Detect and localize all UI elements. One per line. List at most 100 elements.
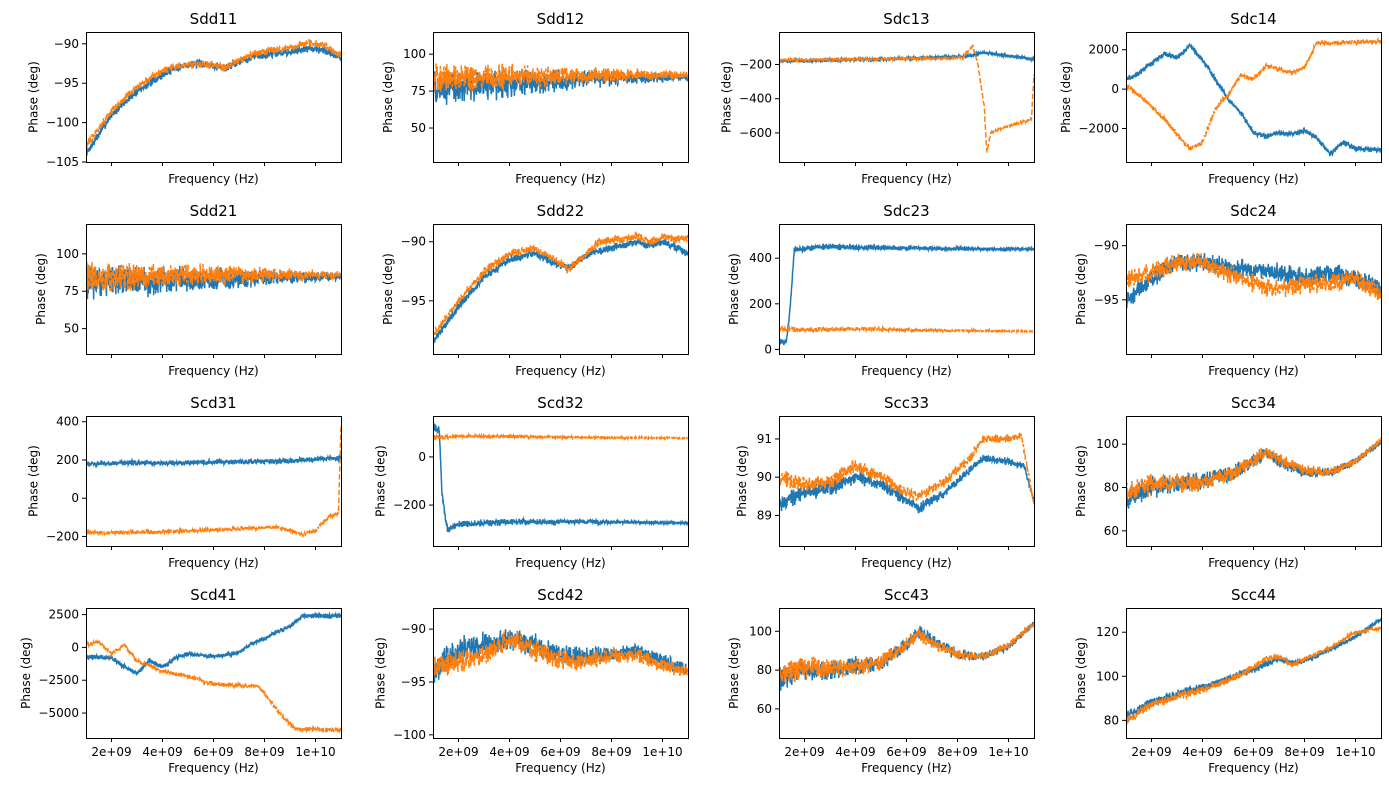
y-tick-label: 0: [71, 640, 79, 654]
y-tick-label: −200: [393, 498, 426, 512]
series-line-2: [433, 630, 688, 677]
y-tick-label: −90: [401, 622, 426, 636]
plot-frame: [779, 224, 1035, 355]
subplot-scd31: Scd31 −200 0 200 400 Frequency (Hz) Phase (deg…: [27, 394, 342, 570]
y-tick-label: 75: [64, 284, 79, 298]
y-tick-label: 0: [71, 491, 79, 505]
series-line-1: [779, 243, 1034, 346]
y-tick-label: 120: [1096, 625, 1119, 639]
subplot-scd42: Scd42 −100 −95 −90 2e+09 4e+09 6e+09 8e+09 1e+10…: [374, 586, 689, 775]
subplot-sdc24: Sdc24 −95 −90 Frequency (Hz) Phase (deg): [1074, 202, 1382, 378]
y-tick-label: −100: [393, 728, 426, 742]
subplot-title: Scd32: [537, 394, 583, 412]
x-axis-label: Frequency (Hz): [861, 364, 952, 378]
y-tick-label: 60: [757, 702, 772, 716]
series-line-2: [1126, 626, 1381, 725]
x-tick-label: 6e+09: [193, 745, 233, 759]
x-axis-label: Frequency (Hz): [168, 761, 259, 775]
y-axis-label: Phase (deg): [374, 637, 388, 709]
y-tick-label: 50: [411, 121, 426, 135]
series-line-2: [433, 431, 688, 442]
subplot-title: Sdc14: [1230, 10, 1276, 28]
series-line-2: [86, 261, 341, 292]
y-axis-label: Phase (deg): [27, 445, 41, 517]
subplot-title: Sdd21: [190, 202, 238, 220]
plot-frame: [86, 224, 342, 355]
series-line-1: [1126, 439, 1381, 509]
y-axis-label: Phase (deg): [374, 445, 388, 517]
y-tick-label: −90: [1094, 239, 1119, 253]
subplot-sdc13: Sdc13 −600 −400 −200 Frequency (Hz) Phase (de…: [720, 10, 1035, 186]
y-axis-label: Phase (deg): [727, 637, 741, 709]
x-axis-label: Frequency (Hz): [861, 556, 952, 570]
y-tick-label: −200: [46, 529, 79, 543]
series-line-1: [86, 611, 341, 677]
y-tick-label: 50: [64, 322, 79, 336]
x-tick-label: 8e+09: [1284, 745, 1324, 759]
series-line-1: [86, 453, 341, 469]
subplot-scd32: Scd32 −200 0 Frequency (Hz) Phase (deg): [374, 394, 689, 570]
subplot-title: Scc33: [884, 394, 929, 412]
subplot-title: Sdd12: [537, 10, 585, 28]
x-tick-label: 2e+09: [1131, 745, 1171, 759]
y-tick-label: −105: [46, 155, 79, 169]
y-axis-label: Phase (deg): [1059, 61, 1073, 133]
y-tick-label: −95: [54, 76, 79, 90]
y-tick-label: 90: [757, 470, 772, 484]
plot-frame: [86, 608, 342, 739]
y-tick-label: −200: [739, 58, 772, 72]
series-line-1: [779, 621, 1034, 691]
y-tick-label: −90: [401, 235, 426, 249]
subplot-title: Scc34: [1231, 394, 1276, 412]
x-tick-label: 1e+10: [1335, 745, 1375, 759]
series-line-2: [1126, 252, 1381, 301]
y-tick-label: 80: [757, 663, 772, 677]
y-tick-label: −2000: [1078, 122, 1119, 136]
series-line-2: [433, 231, 688, 339]
subplot-title: Scd41: [190, 586, 236, 604]
x-axis-label: Frequency (Hz): [861, 172, 952, 186]
y-tick-label: 0: [1111, 82, 1119, 96]
x-tick-label: 2e+09: [438, 745, 478, 759]
subplot-sdd11: Sdd11 −105 −100 −95 −90 Frequency (Hz) Phase (…: [27, 10, 342, 186]
x-axis-label: Frequency (Hz): [1208, 172, 1299, 186]
y-tick-label: 0: [418, 450, 426, 464]
y-tick-label: −600: [739, 126, 772, 140]
series-line-1: [1126, 42, 1381, 158]
subplot-title: Scd31: [190, 394, 236, 412]
y-tick-label: −95: [1094, 293, 1119, 307]
subplot-title: Scc43: [884, 586, 929, 604]
y-tick-label: −5000: [38, 706, 79, 720]
x-tick-label: 1e+10: [295, 745, 335, 759]
y-axis-label: Phase (deg): [1074, 637, 1088, 709]
y-tick-label: 100: [56, 247, 79, 261]
x-axis-label: Frequency (Hz): [515, 364, 606, 378]
x-tick-label: 4e+09: [835, 745, 875, 759]
series-line-1: [433, 422, 688, 533]
series-line-2: [779, 44, 1034, 153]
x-tick-label: 1e+10: [642, 745, 682, 759]
x-tick-label: 2e+09: [91, 745, 131, 759]
x-axis-label: Frequency (Hz): [168, 556, 259, 570]
y-axis-label: Phase (deg): [735, 445, 749, 517]
y-tick-label: 2000: [1088, 43, 1119, 57]
subplot-title: Sdc13: [883, 10, 929, 28]
subplot-sdd22: Sdd22 −95 −90 Frequency (Hz) Phase (deg): [381, 202, 689, 378]
y-tick-label: 80: [1104, 481, 1119, 495]
y-axis-label: Phase (deg): [720, 61, 734, 133]
x-axis-label: Frequency (Hz): [168, 172, 259, 186]
series-line-2: [86, 424, 341, 539]
y-axis-label: Phase (deg): [27, 61, 41, 133]
y-tick-label: 91: [757, 432, 772, 446]
series-line-1: [433, 238, 688, 345]
y-tick-label: 400: [56, 415, 79, 429]
series-line-2: [1126, 36, 1381, 152]
plot-frame: [86, 416, 342, 547]
y-tick-label: 0: [764, 342, 772, 356]
subplot-title: Scc44: [1231, 586, 1276, 604]
y-tick-label: 60: [1104, 524, 1119, 538]
series-line-2: [433, 63, 688, 93]
subplot-scc44: Scc44 80 100 120 2e+09 4e+09 6e+09 8e+09 1e+10 Fr…: [1074, 586, 1382, 775]
series-line-2: [779, 622, 1034, 683]
